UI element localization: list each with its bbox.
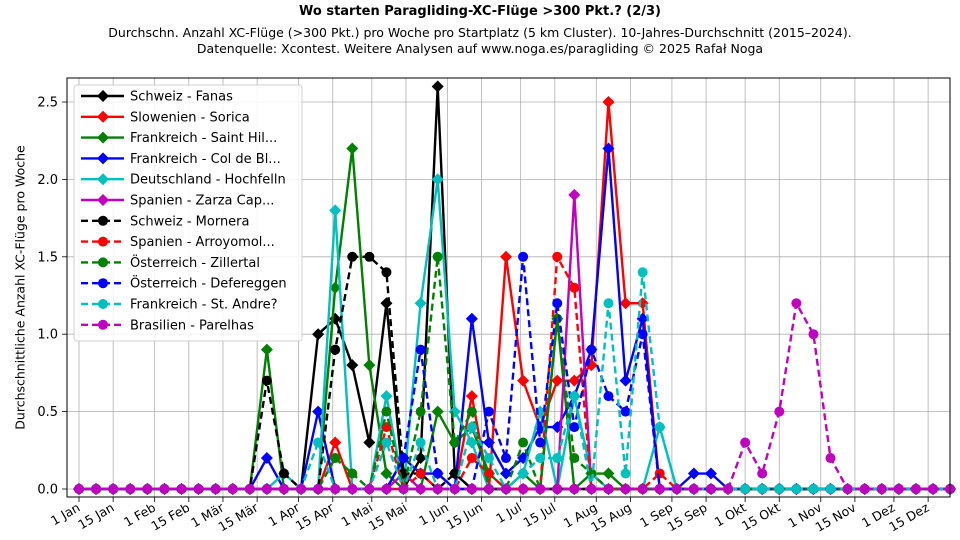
y-tick-label: 0.5 bbox=[37, 405, 58, 420]
y-tick-label: 2.0 bbox=[37, 173, 58, 188]
y-tick-label: 1.5 bbox=[37, 250, 58, 265]
legend-entry: Schweiz - Fanas bbox=[81, 90, 233, 105]
legend-label: Schweiz - Fanas bbox=[130, 90, 233, 105]
x-tick-label: 15 Jan bbox=[75, 500, 116, 533]
series-lines bbox=[73, 80, 957, 495]
chart-subtitle-line-1: Durchschn. Anzahl XC-Flüge (>300 Pkt.) p… bbox=[108, 25, 852, 40]
y-tick-label: 0.0 bbox=[37, 483, 58, 498]
y-tick-label: 2.5 bbox=[37, 96, 58, 111]
legend-entry: Frankreich - St. Andre? bbox=[81, 298, 278, 313]
legend-entry: Schweiz - Mornera bbox=[81, 214, 250, 229]
legend-entry: Frankreich - Col de Bl... bbox=[81, 152, 281, 167]
legend-label: Frankreich - Saint Hil... bbox=[130, 131, 277, 146]
x-tick-label: 15 Feb bbox=[148, 500, 192, 534]
legend-entry: Spanien - Zarza Cap... bbox=[81, 194, 274, 209]
chart-title: Wo starten Paragliding-XC-Flüge >300 Pkt… bbox=[299, 4, 661, 19]
legend-label: Spanien - Zarza Cap... bbox=[130, 194, 274, 209]
x-tick-label: 15 Okt bbox=[739, 500, 783, 534]
y-tick-label: 1.0 bbox=[37, 328, 58, 343]
legend-entry: Frankreich - Saint Hil... bbox=[81, 131, 277, 146]
legend-entry: Slowenien - Sorica bbox=[81, 110, 250, 125]
legend: Schweiz - Fanas Slowenien - Sorica Frankre… bbox=[73, 84, 303, 342]
legend-label: Slowenien - Sorica bbox=[130, 110, 250, 125]
legend-label: Spanien - Arroyomol... bbox=[130, 235, 275, 250]
legend-label: Brasilien - Parelhas bbox=[130, 318, 254, 333]
legend-label: Österreich - Zillertal bbox=[130, 254, 260, 271]
x-tick-label: 15 Jul bbox=[521, 500, 559, 530]
legend-label: Frankreich - St. Andre? bbox=[130, 298, 278, 313]
legend-entry: Deutschland - Hochfelln bbox=[81, 173, 286, 188]
y-axis: 0.0 0.5 1.0 1.5 2.0 2.5 bbox=[37, 96, 67, 498]
chart-subtitle-line-2: Datenquelle: Xcontest. Weitere Analysen … bbox=[196, 41, 764, 56]
legend-box bbox=[73, 84, 303, 342]
legend-entry: Spanien - Arroyomol... bbox=[81, 235, 275, 250]
x-tick-label: 15 Apr bbox=[293, 499, 337, 533]
x-tick-label: 15 Mär bbox=[215, 499, 261, 534]
x-tick-label: 15 Jun bbox=[443, 500, 485, 533]
legend-label: Frankreich - Col de Bl... bbox=[130, 152, 281, 167]
legend-label: Deutschland - Hochfelln bbox=[130, 173, 286, 188]
x-tick-label: 15 Dez bbox=[886, 499, 932, 534]
legend-label: Österreich - Defereggen bbox=[130, 275, 287, 292]
plot-frame bbox=[66, 77, 951, 498]
x-tick-label: 15 Mai bbox=[366, 500, 410, 534]
x-tick-label: 1 Jul bbox=[493, 500, 524, 526]
x-tick-label: 15 Sep bbox=[664, 500, 709, 535]
legend-entry: Brasilien - Parelhas bbox=[81, 318, 254, 333]
legend-entry: Österreich - Zillertal bbox=[81, 254, 260, 271]
series-brasilien-parelhas bbox=[74, 298, 956, 494]
legend-entry: Österreich - Defereggen bbox=[81, 275, 287, 292]
legend-label: Schweiz - Mornera bbox=[130, 214, 250, 229]
